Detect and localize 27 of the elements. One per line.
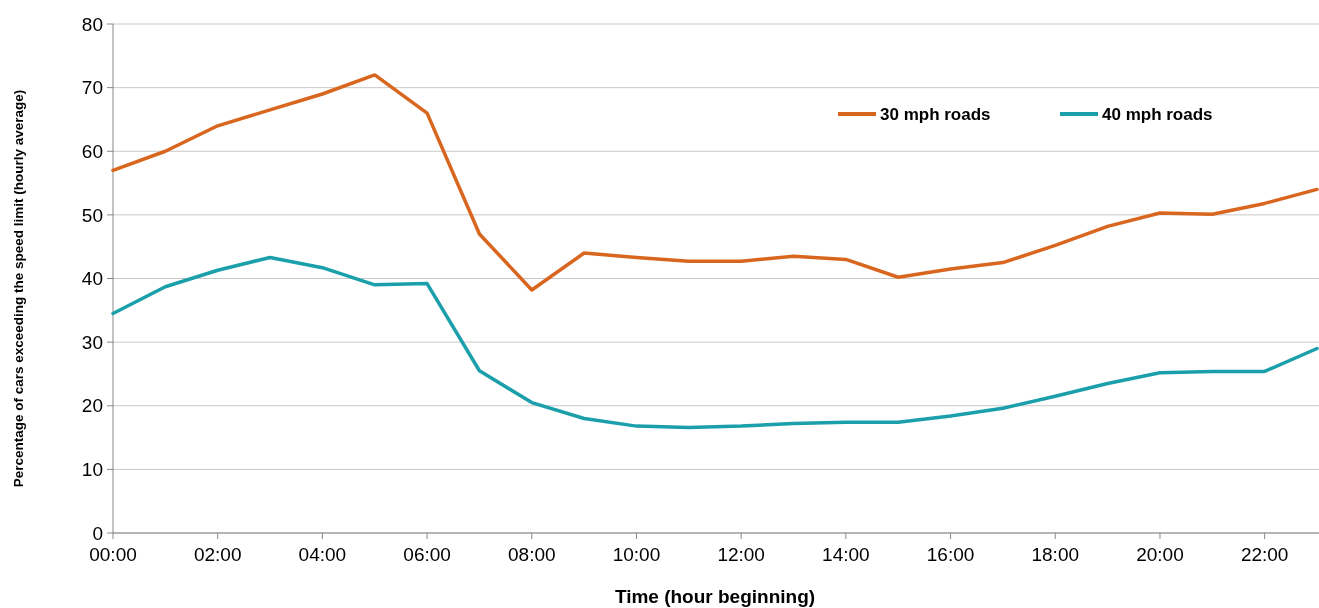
y-tick-label: 50 [81, 204, 103, 226]
x-tick-label: 08:00 [508, 544, 556, 565]
x-tick-label: 00:00 [89, 544, 137, 565]
line-series [111, 255, 1319, 430]
y-tick-label: 70 [81, 77, 103, 99]
x-tick-label: 06:00 [403, 544, 451, 565]
y-tick-label: 10 [81, 459, 103, 481]
x-tick-label: 02:00 [193, 544, 242, 565]
x-axis-title: Time (hour beginning) [614, 586, 816, 607]
x-tick-label: 16:00 [926, 544, 975, 565]
x-tick-label: 18:00 [1031, 544, 1080, 565]
y-tick-label: 40 [81, 268, 103, 290]
x-tick-label: 20:00 [1136, 544, 1184, 565]
y-tick-label: 60 [81, 140, 103, 162]
x-tick-label: 10:00 [612, 544, 661, 565]
x-tick-label: 12:00 [717, 544, 765, 565]
y-tick-label: 0 [92, 522, 103, 544]
y-tick-label: 30 [81, 331, 103, 353]
legend-label: 30 mph roads [880, 105, 991, 124]
line-series [111, 73, 1319, 292]
x-tick-label: 14:00 [822, 544, 870, 565]
x-tick-label: 22:00 [1240, 544, 1289, 565]
legend-label: 40 mph roads [1102, 105, 1213, 124]
y-tick-label: 20 [81, 395, 103, 417]
x-tick-label: 04:00 [298, 544, 347, 565]
y-tick-label: 80 [81, 13, 103, 35]
y-axis-title: Percentage of cars exceeding the speed limit (hourly average) [11, 89, 26, 488]
